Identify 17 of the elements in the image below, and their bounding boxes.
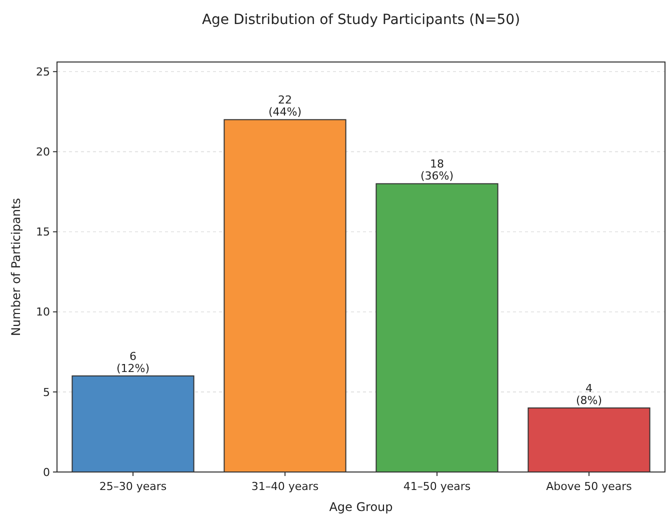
data-label: 22 (44%) <box>268 94 302 119</box>
y-tick-label: 25 <box>36 65 50 78</box>
data-label: 4 (8%) <box>576 382 602 407</box>
x-axis-title: Age Group <box>329 500 393 514</box>
y-axis-title: Number of Participants <box>9 198 23 336</box>
x-tick-label: 31–40 years <box>251 480 319 493</box>
x-tick-label: 25–30 years <box>99 480 167 493</box>
y-tick-label: 20 <box>36 146 50 159</box>
chart-title: Age Distribution of Study Participants (N=50) <box>202 12 520 28</box>
y-tick-label: 10 <box>36 306 50 319</box>
y-tick-label: 0 <box>43 466 50 479</box>
x-tick-label: Above 50 years <box>546 480 632 493</box>
y-tick-label: 5 <box>43 386 50 399</box>
data-label: 6 (12%) <box>116 350 150 375</box>
data-label: 18 (36%) <box>420 158 454 183</box>
x-tick-label: 41–50 years <box>403 480 471 493</box>
y-tick-label: 15 <box>36 226 50 239</box>
